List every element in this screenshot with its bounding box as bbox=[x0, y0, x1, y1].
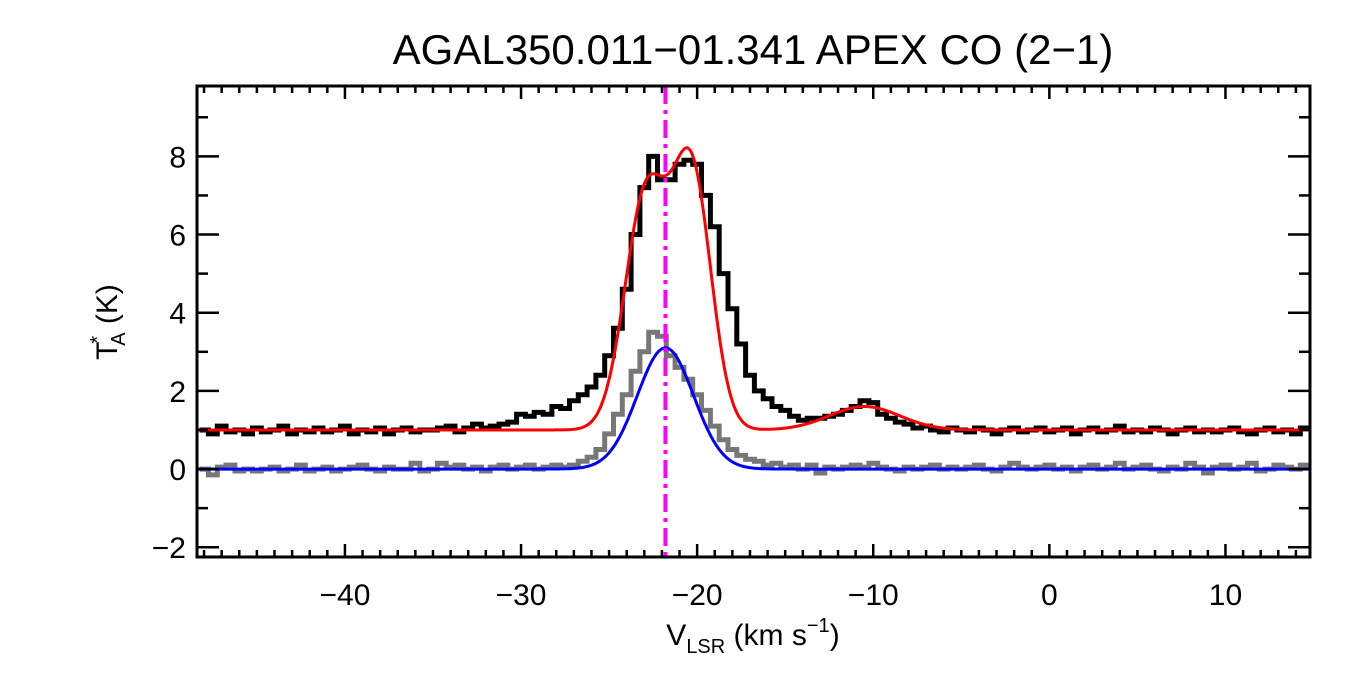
observed-spectrum-black bbox=[199, 153, 1310, 437]
y-axis-label: T*A (K) bbox=[87, 284, 130, 360]
x-tick-label: −10 bbox=[848, 579, 899, 612]
y-tick-label: 4 bbox=[169, 298, 186, 331]
x-axis-label: VLSR (km s−1) bbox=[666, 615, 839, 658]
x-tick-label: −20 bbox=[672, 579, 723, 612]
x-tick-label: −30 bbox=[496, 579, 547, 612]
x-tick-label: 0 bbox=[1041, 579, 1058, 612]
y-tick-labels: −2 0 2 4 6 8 bbox=[152, 141, 186, 565]
y-tick-label: 6 bbox=[169, 220, 186, 253]
x-tick-label: −40 bbox=[319, 579, 370, 612]
x-tick-labels: −40 −30 −20 −10 0 10 bbox=[319, 579, 1242, 612]
y-tick-label: 0 bbox=[169, 454, 186, 487]
fit-curve-blue bbox=[197, 346, 1310, 471]
y-tick-label: 2 bbox=[169, 376, 186, 409]
fit-curve-red bbox=[197, 146, 1310, 432]
plot-area bbox=[197, 86, 1310, 557]
plot-frame bbox=[195, 84, 1312, 559]
observed-spectrum-grey bbox=[199, 329, 1310, 478]
chart-title: AGAL350.011−01.341 APEX CO (2−1) bbox=[393, 26, 1114, 73]
y-tick-label: −2 bbox=[152, 532, 186, 565]
y-tick-label: 8 bbox=[169, 141, 186, 174]
x-tick-label: 10 bbox=[1209, 579, 1242, 612]
axis-ticks bbox=[197, 86, 1310, 557]
